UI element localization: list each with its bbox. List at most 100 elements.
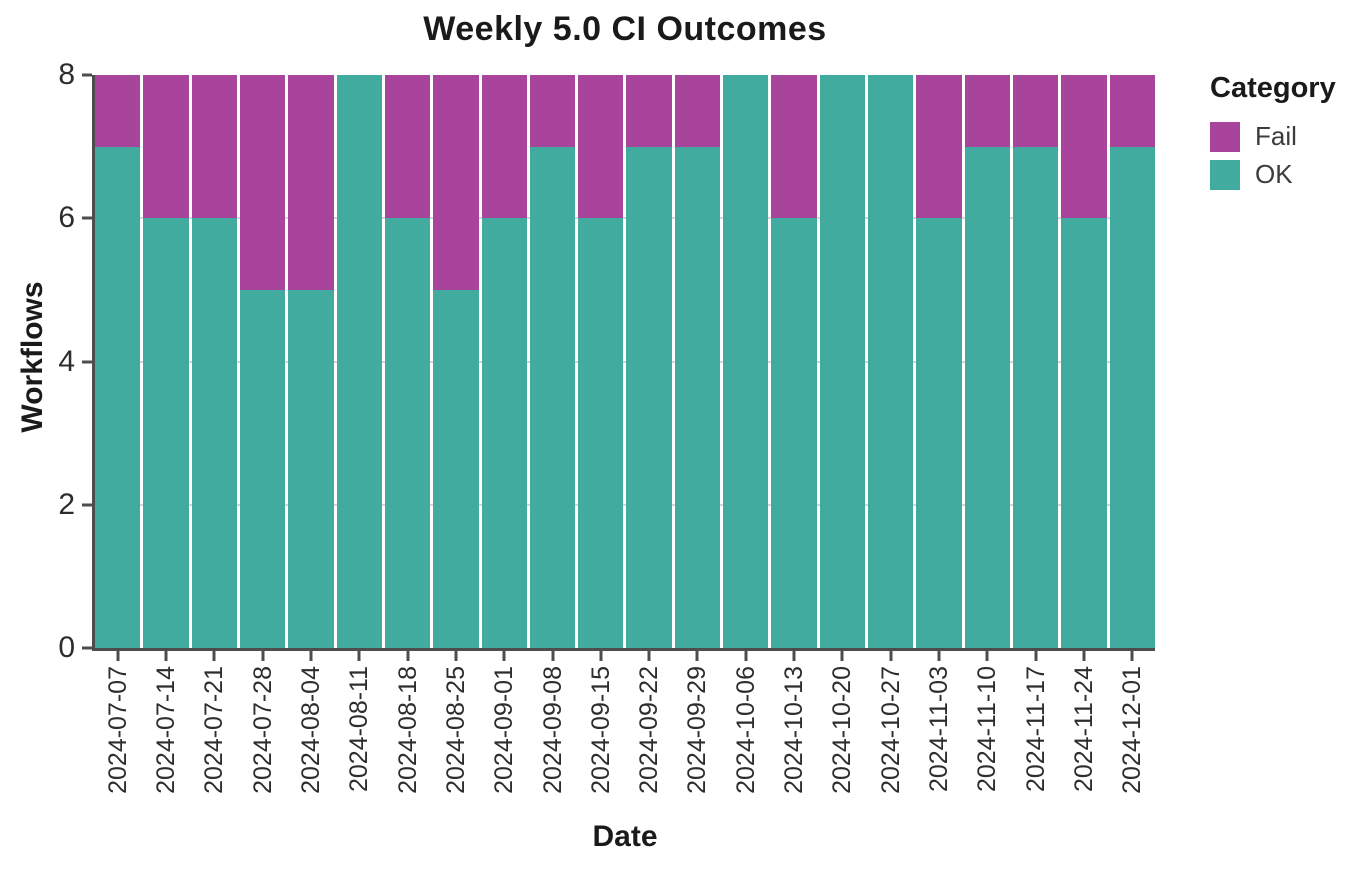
x-tick-label-2024-10-06: 2024-10-06: [731, 666, 760, 794]
bar-2024-07-07: [95, 75, 141, 648]
x-tick-2024-09-01: [502, 651, 506, 661]
x-tick-2024-09-08: [551, 651, 555, 661]
bar-segment-ok-2024-10-13: [771, 218, 817, 648]
bar-segment-ok-2024-10-20: [819, 75, 865, 648]
bar-segment-ok-2024-09-15: [578, 218, 624, 648]
y-tick-8: [82, 73, 92, 77]
legend-label-fail: Fail: [1255, 121, 1297, 151]
bar-2024-10-06: [723, 75, 769, 648]
x-tick-2024-11-10: [985, 651, 989, 661]
bar-2024-08-11: [336, 75, 382, 648]
bar-segment-fail-2024-07-07: [95, 75, 141, 147]
legend-items: Fail OK: [1210, 121, 1336, 190]
x-tick-label-2024-10-27: 2024-10-27: [876, 666, 905, 794]
x-tick-label-2024-10-20: 2024-10-20: [828, 666, 857, 794]
bar-segment-ok-2024-12-01: [1109, 146, 1155, 648]
x-tick-2024-12-01: [1130, 651, 1134, 661]
bar-2024-11-24: [1061, 75, 1107, 648]
x-tick-label-2024-10-13: 2024-10-13: [780, 666, 809, 794]
chart-title: Weekly 5.0 CI Outcomes: [423, 10, 827, 48]
bar-segment-fail-2024-08-04: [288, 75, 334, 290]
x-tick-label-2024-09-22: 2024-09-22: [635, 666, 664, 794]
legend-item-fail: Fail: [1210, 121, 1336, 152]
x-tick-2024-11-24: [1082, 651, 1086, 661]
bar-segment-ok-2024-08-04: [288, 289, 334, 648]
bar-segment-ok-2024-11-24: [1061, 218, 1107, 648]
gridline-4: [95, 360, 1155, 363]
grid-layer: [95, 75, 1155, 648]
bar-segment-fail-2024-09-29: [674, 75, 721, 147]
x-tick-label-2024-08-25: 2024-08-25: [441, 666, 470, 794]
bar-segment-fail-2024-09-22: [626, 75, 672, 147]
bar-segment-ok-2024-11-17: [1012, 146, 1059, 648]
gridline-6: [95, 217, 1155, 220]
x-tick-2024-10-13: [792, 651, 796, 661]
x-tick-2024-09-15: [599, 651, 603, 661]
bar-2024-07-14: [143, 75, 189, 648]
bar-segment-ok-2024-09-01: [481, 218, 527, 648]
x-tick-label-2024-11-24: 2024-11-24: [1070, 666, 1099, 793]
bar-segment-fail-2024-08-18: [384, 75, 431, 219]
bar-segment-ok-2024-08-18: [384, 218, 431, 648]
x-tick-label-2024-08-04: 2024-08-04: [296, 666, 325, 794]
bar-2024-11-10: [964, 75, 1010, 648]
x-tick-2024-08-11: [357, 651, 361, 661]
bar-2024-10-13: [771, 75, 817, 648]
bar-segment-fail-2024-10-13: [771, 75, 817, 219]
bar-2024-12-01: [1109, 75, 1155, 648]
bar-segment-ok-2024-08-11: [336, 75, 382, 648]
gridline-2: [95, 503, 1155, 506]
y-tick-label-8: 8: [58, 58, 75, 91]
bar-segment-ok-2024-07-14: [143, 218, 189, 648]
plot-area: 0 2 4 6 8 2024-07-07 2024-07-14 2024-07-21 2024-…: [58, 60, 1155, 794]
x-tick-label-2024-11-17: 2024-11-17: [1021, 666, 1050, 793]
bar-segment-fail-2024-11-03: [916, 75, 962, 219]
x-tick-2024-07-14: [164, 651, 168, 661]
bar-segment-fail-2024-07-28: [239, 75, 286, 290]
bar-segment-ok-2024-09-22: [626, 146, 672, 648]
x-tick-label-2024-11-03: 2024-11-03: [925, 666, 954, 793]
bar-2024-10-27: [868, 75, 914, 648]
bar-segment-ok-2024-07-28: [239, 289, 286, 648]
x-tick-2024-10-06: [744, 651, 748, 661]
x-axis-line: [92, 648, 1155, 651]
bar-segment-ok-2024-07-21: [191, 218, 237, 648]
x-tick-label-2024-09-15: 2024-09-15: [586, 666, 615, 794]
bar-2024-09-22: [626, 75, 672, 648]
x-tick-2024-08-18: [406, 651, 410, 661]
bar-segment-fail-2024-09-01: [481, 75, 527, 219]
bar-segment-fail-2024-11-17: [1012, 75, 1059, 147]
bar-segment-fail-2024-11-24: [1061, 75, 1107, 219]
y-axis-line: [92, 75, 95, 651]
bar-2024-09-15: [578, 75, 624, 648]
bar-2024-09-08: [529, 75, 576, 648]
y-axis-title: Workflows: [16, 281, 49, 433]
bar-segment-fail-2024-09-08: [529, 75, 576, 147]
x-tick-label-2024-07-14: 2024-07-14: [151, 666, 180, 794]
y-tick-label-6: 6: [58, 201, 75, 235]
bar-2024-11-03: [916, 75, 962, 648]
bar-segment-ok-2024-10-06: [723, 75, 769, 648]
x-tick-label-2024-11-10: 2024-11-10: [973, 666, 1002, 793]
bar-segment-ok-2024-08-25: [433, 289, 479, 648]
bar-segment-ok-2024-10-27: [868, 75, 914, 648]
bar-segment-fail-2024-07-21: [191, 75, 237, 219]
x-tick-label-2024-07-07: 2024-07-07: [103, 666, 132, 794]
bar-segment-ok-2024-07-07: [95, 146, 141, 648]
bar-segment-ok-2024-09-29: [674, 146, 721, 648]
x-tick-2024-11-03: [937, 651, 941, 661]
y-tick-6: [82, 216, 92, 220]
legend-swatch-ok-icon: [1210, 159, 1240, 190]
bar-segment-ok-2024-09-08: [529, 146, 576, 648]
bar-segment-ok-2024-11-03: [916, 218, 962, 648]
x-tick-2024-08-04: [309, 651, 313, 661]
x-tick-2024-10-20: [840, 651, 844, 661]
x-axis-title: Date: [592, 820, 658, 853]
legend-swatch-fail-icon: [1210, 121, 1240, 152]
x-tick-label-2024-08-18: 2024-08-18: [393, 666, 422, 794]
x-tick-label-2024-07-21: 2024-07-21: [200, 666, 229, 794]
bar-2024-08-04: [288, 75, 334, 648]
bar-segment-fail-2024-08-25: [433, 75, 479, 290]
bar-2024-08-25: [433, 75, 479, 648]
legend-title: Category: [1210, 72, 1336, 104]
